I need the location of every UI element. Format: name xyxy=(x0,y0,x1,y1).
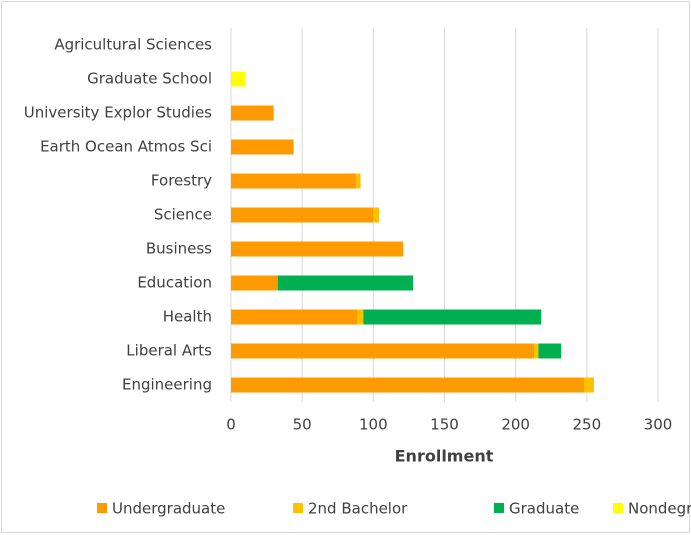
y-tick-label: Engineering xyxy=(122,376,212,394)
legend-swatch xyxy=(494,503,504,513)
legend-swatch xyxy=(97,503,107,513)
bar-segment xyxy=(534,343,539,359)
bar-segment xyxy=(231,207,374,223)
legend-swatch xyxy=(613,503,623,513)
bar-segment xyxy=(231,343,535,359)
bar-segment xyxy=(583,377,594,393)
bar-segment xyxy=(231,309,358,325)
legend-label: Undergraduate xyxy=(112,500,225,518)
x-tick-label: 100 xyxy=(359,416,388,434)
bar-segment xyxy=(538,343,562,359)
legend-label: Graduate xyxy=(509,500,579,518)
y-tick-label: Forestry xyxy=(151,172,212,190)
y-tick-label: Agricultural Sciences xyxy=(54,36,212,54)
y-tick-label: Health xyxy=(163,308,212,326)
bar-segment xyxy=(231,173,357,189)
legend-label: Nondegree xyxy=(628,500,691,518)
bar-segment xyxy=(356,173,361,189)
x-tick-label: 200 xyxy=(501,416,530,434)
y-tick-label: Liberal Arts xyxy=(126,342,212,360)
bar-segment xyxy=(231,241,404,257)
legend-swatch xyxy=(293,503,303,513)
bar-segment xyxy=(363,309,542,325)
y-tick-label: Science xyxy=(154,206,212,224)
bar-segment xyxy=(231,275,278,291)
bar-segment xyxy=(373,207,380,223)
y-tick-label: Education xyxy=(137,274,212,292)
y-tick-label: Earth Ocean Atmos Sci xyxy=(40,138,212,156)
bar-segment xyxy=(231,139,294,155)
x-axis-title: Enrollment xyxy=(395,447,494,466)
y-tick-label: Graduate School xyxy=(87,70,212,88)
x-tick-label: 300 xyxy=(644,416,673,434)
y-tick-label: Business xyxy=(146,240,212,258)
bar-segment xyxy=(357,309,364,325)
x-tick-label: 150 xyxy=(430,416,459,434)
bar-segment xyxy=(231,105,274,121)
y-tick-label: University Explor Studies xyxy=(24,104,212,122)
bar-segment xyxy=(231,377,584,393)
x-tick-label: 50 xyxy=(293,416,312,434)
x-tick-label: 0 xyxy=(226,416,236,434)
x-tick-label: 250 xyxy=(573,416,602,434)
bar-segment xyxy=(231,71,246,87)
legend-label: 2nd Bachelor xyxy=(308,500,408,518)
bar-segment xyxy=(277,275,414,291)
